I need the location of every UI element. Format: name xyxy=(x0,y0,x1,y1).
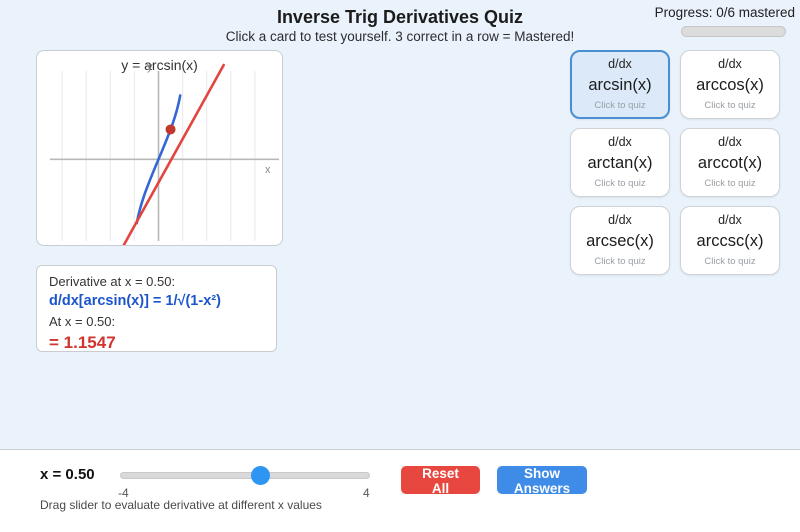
reset-all-button[interactable]: Reset All xyxy=(401,466,480,496)
card-arccot[interactable]: d/dx arccot(x) Click to quiz xyxy=(680,128,780,197)
card-prefix: d/dx xyxy=(608,57,632,72)
page-subtitle: Click a card to test yourself. 3 correct… xyxy=(225,29,575,44)
x-value-readout: x = 0.50 xyxy=(40,466,95,483)
x-axis-label: x xyxy=(265,164,271,176)
graph-title: y = arcsin(x) xyxy=(121,57,198,73)
x-slider-track[interactable] xyxy=(120,466,370,485)
footer-control-bar: x = 0.50 -4 4 Drag slider to evaluate de… xyxy=(0,449,800,532)
page-title: Inverse Trig Derivatives Quiz xyxy=(276,7,524,27)
card-function: arcsin(x) xyxy=(588,75,652,94)
card-prefix: d/dx xyxy=(608,135,632,150)
slider-min-label: -4 xyxy=(118,486,129,500)
derivative-value: = 1.1547 xyxy=(49,333,116,352)
graph-panel: y = arcsin(x) y x xyxy=(36,50,283,246)
card-function: arctan(x) xyxy=(587,153,653,172)
derivative-heading: Derivative at x = 0.50: xyxy=(49,274,176,289)
card-function: arcsec(x) xyxy=(586,231,654,250)
graph-svg xyxy=(50,63,279,245)
card-function: arccot(x) xyxy=(697,153,763,172)
progress-bar xyxy=(681,26,786,37)
card-hint: Click to quiz xyxy=(594,178,646,190)
derivative-formula: d/dx[arcsin(x)] = 1/√(1-x²) xyxy=(49,293,221,309)
card-hint: Click to quiz xyxy=(594,100,646,112)
card-function: arccos(x) xyxy=(696,75,764,94)
card-function: arccsc(x) xyxy=(696,231,764,250)
card-arccos[interactable]: d/dx arccos(x) Click to quiz xyxy=(680,50,780,119)
card-prefix: d/dx xyxy=(718,213,742,228)
card-arccsc[interactable]: d/dx arccsc(x) Click to quiz xyxy=(680,206,780,275)
x-slider-thumb[interactable] xyxy=(251,466,270,485)
derivative-at-label: At x = 0.50: xyxy=(49,314,116,329)
card-arctan[interactable]: d/dx arctan(x) Click to quiz xyxy=(570,128,670,197)
y-axis-label: y xyxy=(147,61,153,73)
card-hint: Click to quiz xyxy=(704,100,756,112)
card-prefix: d/dx xyxy=(608,213,632,228)
card-hint: Click to quiz xyxy=(704,256,756,268)
card-hint: Click to quiz xyxy=(594,256,646,268)
quiz-cards-grid: d/dx arcsin(x) Click to quiz d/dx arccos… xyxy=(570,50,780,275)
slider-max-label: 4 xyxy=(363,486,370,500)
card-prefix: d/dx xyxy=(718,135,742,150)
card-arcsec[interactable]: d/dx arcsec(x) Click to quiz xyxy=(570,206,670,275)
card-prefix: d/dx xyxy=(718,57,742,72)
show-answers-button[interactable]: Show Answers xyxy=(497,466,587,496)
derivative-info-panel: Derivative at x = 0.50: d/dx[arcsin(x)] … xyxy=(36,265,277,352)
card-hint: Click to quiz xyxy=(704,178,756,190)
card-arcsin[interactable]: d/dx arcsin(x) Click to quiz xyxy=(570,50,670,119)
progress-label: Progress: 0/6 mastered xyxy=(654,5,795,20)
slider-caption: Drag slider to evaluate derivative at di… xyxy=(40,498,322,512)
